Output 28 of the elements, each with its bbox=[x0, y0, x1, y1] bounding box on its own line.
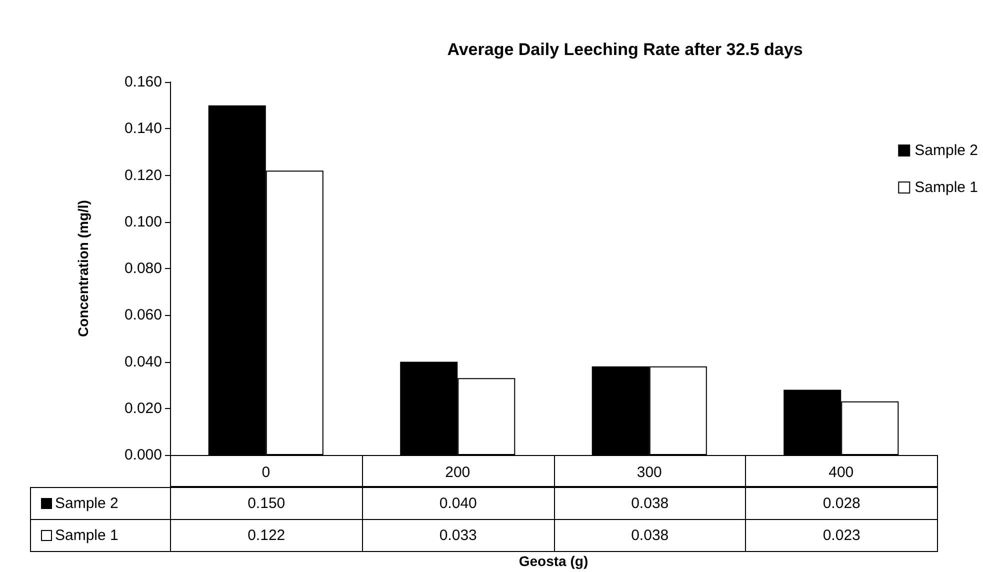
y-tick-label: 0.040 bbox=[124, 353, 162, 370]
x-tick-label: 0 bbox=[262, 464, 270, 481]
data-label: 0.122 bbox=[170, 519, 363, 552]
chart-title: Average Daily Leeching Rate after 32.5 days bbox=[447, 40, 803, 59]
y-tick-label: 0.000 bbox=[124, 446, 162, 464]
text: Sample 2 bbox=[55, 495, 118, 512]
legend-label: Sample 1 bbox=[914, 179, 978, 196]
x-tick-label: 300 bbox=[636, 464, 662, 481]
x-tick-label: 400 bbox=[828, 464, 854, 481]
y-axis-title: Concentration (mg/l) bbox=[75, 200, 91, 337]
data-label: 0.033 bbox=[362, 519, 554, 552]
data-label: 0.038 bbox=[554, 519, 746, 552]
data-label: 0.028 bbox=[745, 487, 938, 520]
legend-label: Sample 2 bbox=[914, 142, 978, 159]
x-tick-label: 200 bbox=[445, 464, 470, 481]
y-tick-label: 0.020 bbox=[124, 400, 162, 417]
data-label: 0.023 bbox=[745, 519, 938, 552]
y-tick-label: 0.160 bbox=[124, 74, 162, 90]
y-tick-label: 0.080 bbox=[124, 260, 162, 277]
text: Geosta (g) bbox=[518, 553, 590, 569]
data-label: 0.040 bbox=[362, 487, 554, 520]
data-label: 0.150 bbox=[170, 487, 363, 520]
y-tick-label: 0.100 bbox=[124, 213, 162, 230]
y-tick-label: 0.060 bbox=[124, 306, 162, 324]
y-tick-label: 0.120 bbox=[124, 166, 162, 184]
text: Sample 1 bbox=[55, 527, 118, 544]
data-label: 0.038 bbox=[554, 487, 746, 520]
y-tick-label: 0.140 bbox=[124, 120, 162, 138]
